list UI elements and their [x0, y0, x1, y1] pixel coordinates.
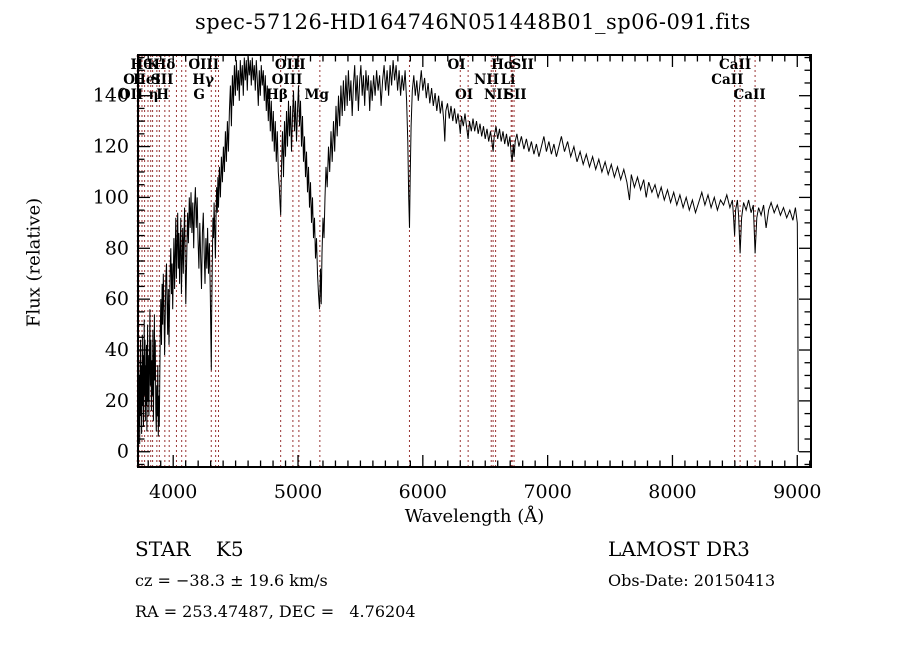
x-tick-label: 6000 [399, 481, 447, 503]
line-label-OIII: OIII [275, 57, 306, 73]
spectrum-trace [137, 57, 799, 452]
y-tick-label: 40 [105, 339, 129, 361]
line-label-SII: SII [511, 57, 533, 73]
line-label-Mg: Mg [305, 87, 330, 103]
line-label-η: η [149, 87, 159, 103]
x-axis-label: Wavelength (Å) [404, 506, 545, 527]
line-label-K: K [147, 57, 160, 73]
obs-date-annotation: Obs-Date: 20150413 [608, 571, 776, 590]
line-label-OI: OI [123, 72, 141, 88]
x-tick-label: 7000 [523, 481, 571, 503]
survey-annotation: LAMOST DR3 [608, 537, 750, 561]
cz-annotation: cz = −38.3 ± 19.6 km/s [135, 571, 328, 590]
line-label-NII: NII [484, 87, 509, 103]
line-label-CaII: CaII [734, 87, 766, 103]
line-label-CaII: CaII [719, 57, 751, 73]
line-label-NII: NII [474, 72, 499, 88]
y-tick-label: 0 [117, 441, 129, 463]
line-label-SII: SII [151, 72, 173, 88]
plot-frame [137, 54, 812, 468]
line-label-H: H [156, 87, 169, 103]
x-tick-label: 8000 [648, 481, 696, 503]
line-label-CaII: CaII [711, 72, 743, 88]
chart-title: spec-57126-HD164746N051448B01_sp06-091.f… [195, 10, 751, 34]
y-tick-label: 120 [93, 136, 129, 158]
spectral-line-markers [136, 55, 756, 467]
line-label-Hδ: Hδ [154, 57, 176, 73]
y-tick-label: 80 [105, 237, 129, 259]
line-label-Hγ: Hγ [192, 72, 214, 88]
line-label-SII: SII [504, 87, 526, 103]
line-label-G: G [193, 87, 205, 103]
line-label-OIII: OIII [272, 72, 303, 88]
y-axis-label: Flux (relative) [23, 197, 45, 328]
axis-ticks [139, 56, 811, 466]
y-tick-label: 140 [93, 85, 129, 107]
ra-dec-annotation: RA = 253.47487, DEC = 4.76204 [135, 602, 416, 621]
x-tick-label: 4000 [149, 481, 197, 503]
y-tick-label: 60 [105, 288, 129, 310]
line-label-HeI: HeI [133, 72, 161, 88]
line-label-OI: OI [455, 87, 473, 103]
object-class-annotation: STAR K5 [135, 537, 244, 561]
y-tick-label: 100 [93, 186, 129, 208]
line-label-Hβ: Hβ [266, 87, 288, 103]
x-tick-label: 9000 [773, 481, 821, 503]
x-tick-label: 5000 [274, 481, 322, 503]
y-tick-label: 20 [105, 390, 129, 412]
line-label-OI: OI [447, 57, 465, 73]
line-label-Hα: Hα [491, 57, 515, 73]
line-label-Hθ: Hθ [130, 57, 152, 73]
line-label-OII: OII [119, 87, 143, 103]
line-label-Li: Li [501, 72, 516, 88]
line-label-OIII: OIII [188, 57, 219, 73]
